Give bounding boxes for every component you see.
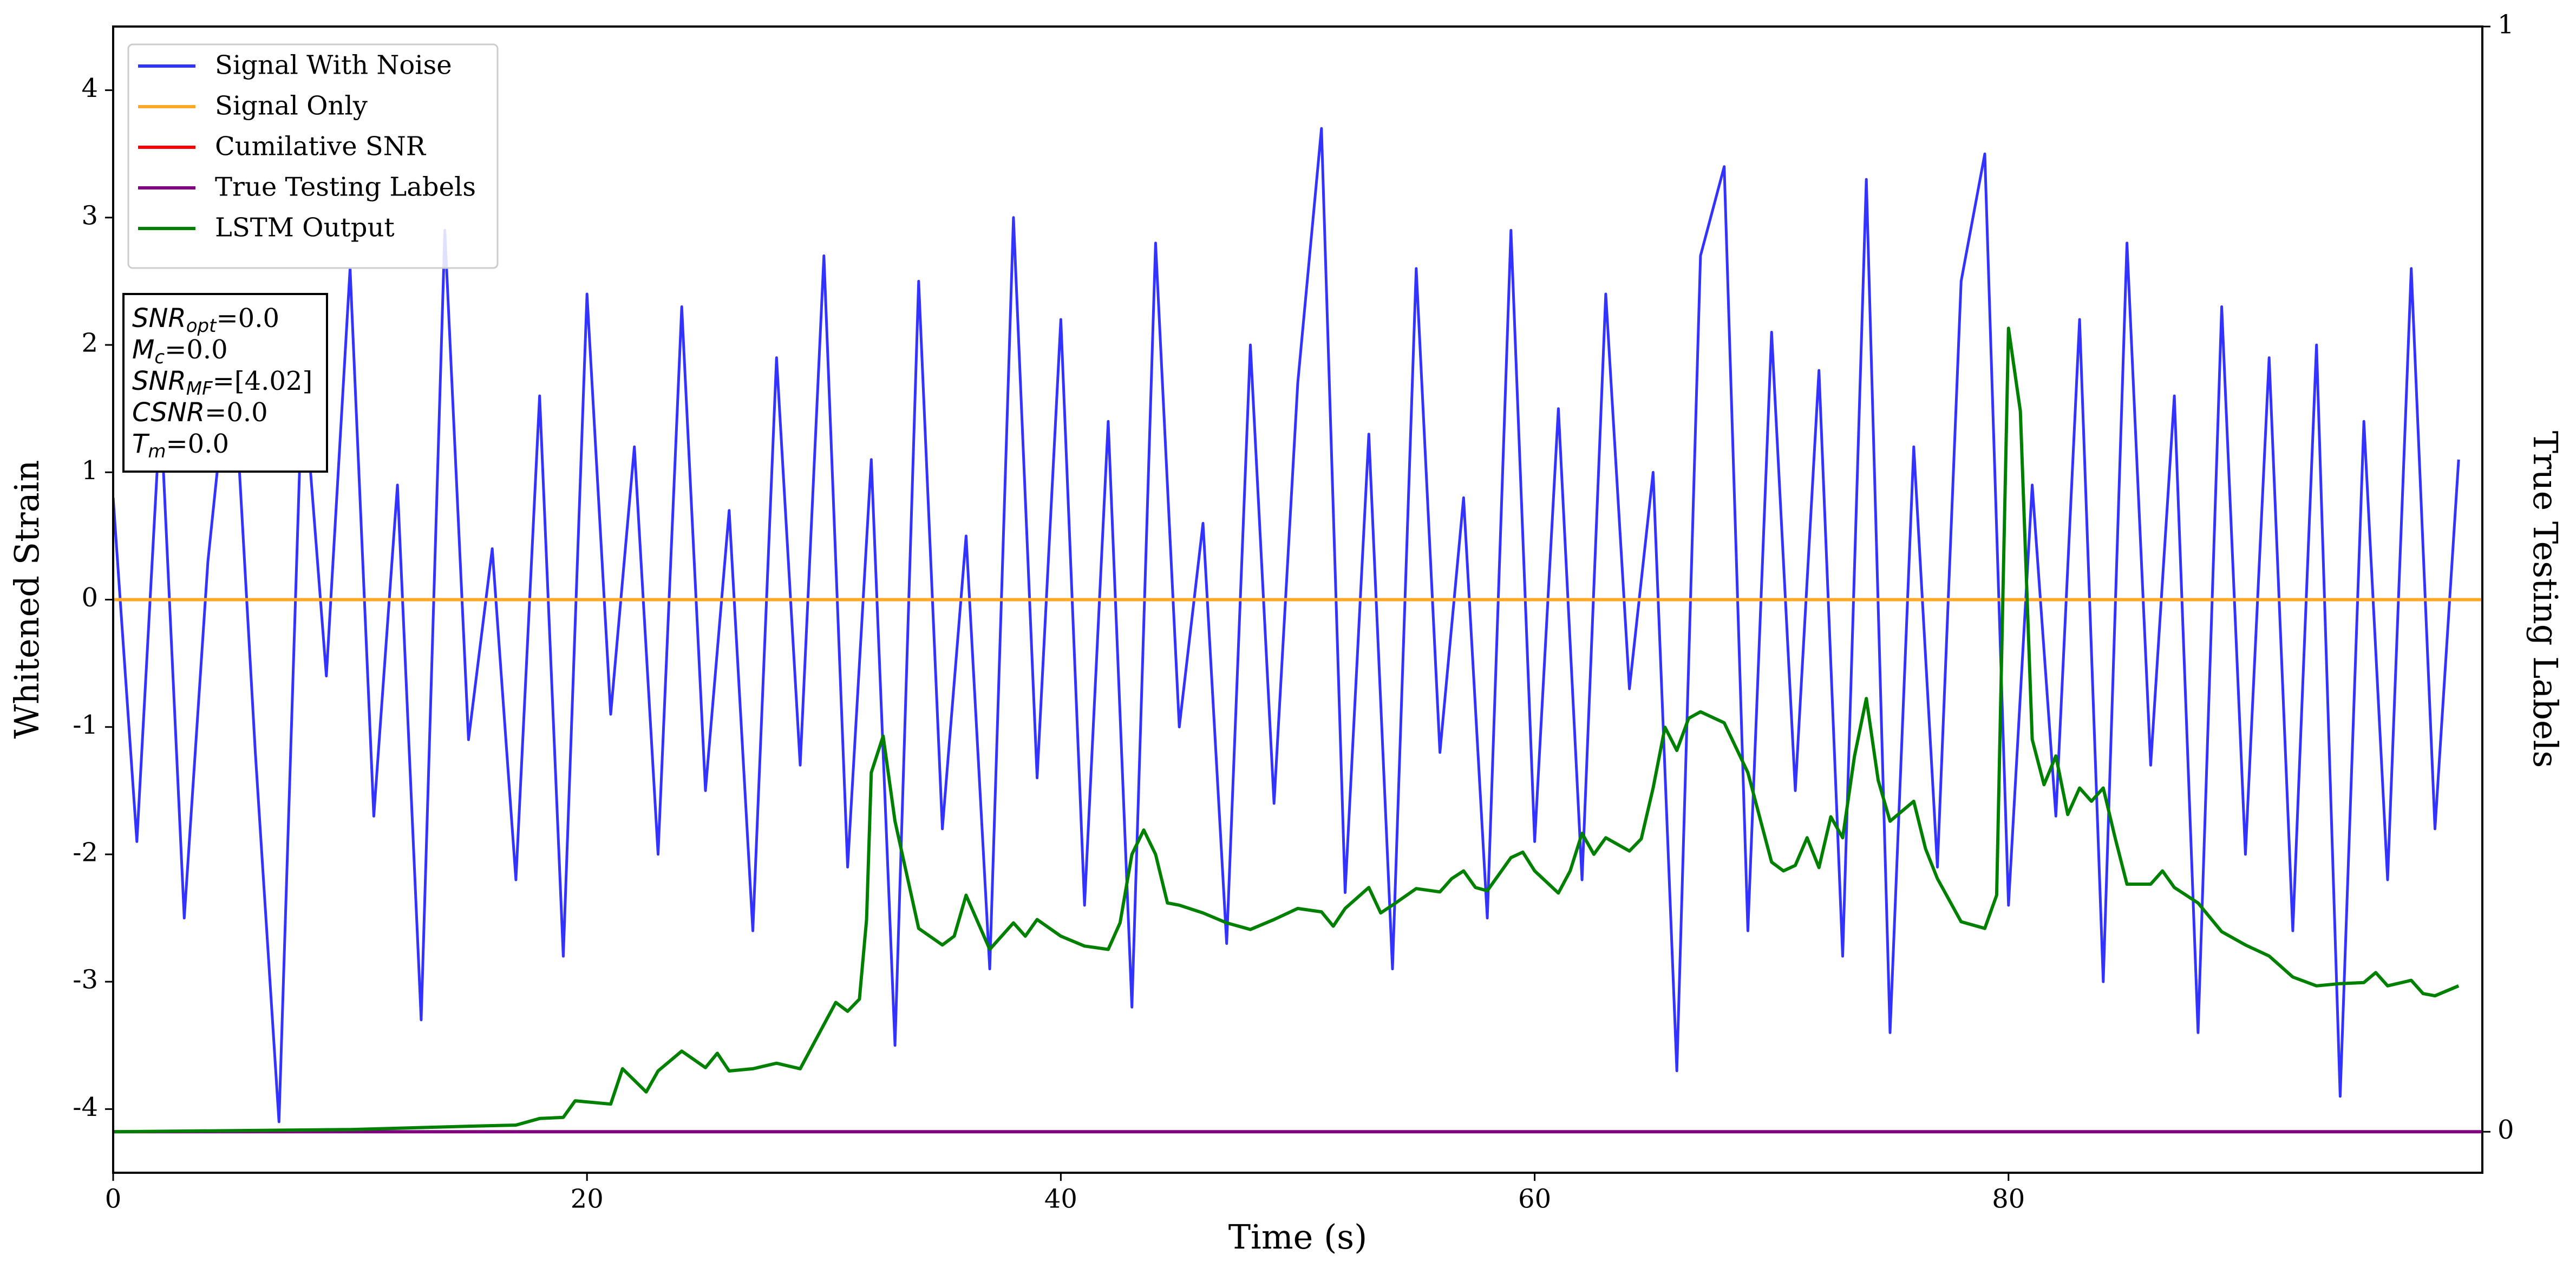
annotation-subscript: opt (186, 315, 217, 337)
annotation-value: =[4.02] (213, 366, 313, 396)
annotation: Tm=0.0 (132, 429, 229, 462)
annotation-subscript: MF (186, 378, 213, 400)
y-tick-label: 4 (81, 73, 98, 103)
y2-axis-label: True Testing Labels (2526, 431, 2565, 768)
annotation-symbol: SNR (132, 366, 186, 396)
y-tick-label: -3 (73, 965, 98, 995)
y-tick-label: -4 (73, 1092, 98, 1122)
annotation-value: =0.0 (165, 335, 228, 365)
series-line (113, 326, 2460, 1134)
x-tick-label: 20 (571, 1184, 604, 1214)
x-tick-label: 0 (105, 1184, 122, 1214)
y-tick-label: 2 (81, 328, 98, 358)
annotation-value: =0.0 (166, 429, 229, 459)
annotation: CSNR=0.0 (132, 397, 268, 428)
legend-label: LSTM Output (215, 213, 395, 243)
y-tick-label: 1 (81, 455, 98, 486)
legend-label: True Testing Labels (215, 172, 476, 202)
y-axis-label: Whitened Strain (7, 460, 47, 739)
legend-label: Signal Only (215, 91, 368, 121)
annotation: SNRopt=0.0 (132, 303, 279, 337)
annotation-value: =0.0 (205, 397, 268, 428)
annotation-subscript: c (154, 347, 165, 368)
annotation-box (122, 293, 328, 473)
annotation-symbol: CSNR (132, 397, 205, 428)
annotation-symbol: M (132, 335, 154, 365)
y-tick-label: -1 (73, 710, 98, 740)
annotation-subscript: m (148, 441, 166, 462)
y2-tick-label: 0 (2497, 1115, 2514, 1145)
plot-area (113, 127, 2482, 1134)
x-tick-label: 40 (1044, 1184, 1077, 1214)
legend-label: Signal With Noise (215, 50, 452, 81)
series-line (113, 127, 2460, 1123)
annotation-value: =0.0 (216, 303, 279, 334)
x-tick-label: 60 (1518, 1184, 1551, 1214)
annotation-symbol: T (132, 429, 150, 459)
annotation: SNRMF=[4.02] (132, 366, 312, 400)
y-tick-label: 0 (81, 583, 98, 613)
legend-box (127, 43, 499, 269)
x-axis-label: Time (s) (1228, 1217, 1368, 1257)
annotation-symbol: SNR (132, 303, 186, 334)
legend-label: Cumilative SNR (215, 132, 427, 162)
y-tick-label: 3 (81, 200, 98, 231)
annotation: Mc=0.0 (132, 335, 228, 368)
y2-tick-label: 1 (2497, 10, 2514, 40)
x-tick-label: 80 (1992, 1184, 2025, 1214)
y-tick-label: -2 (73, 837, 98, 867)
